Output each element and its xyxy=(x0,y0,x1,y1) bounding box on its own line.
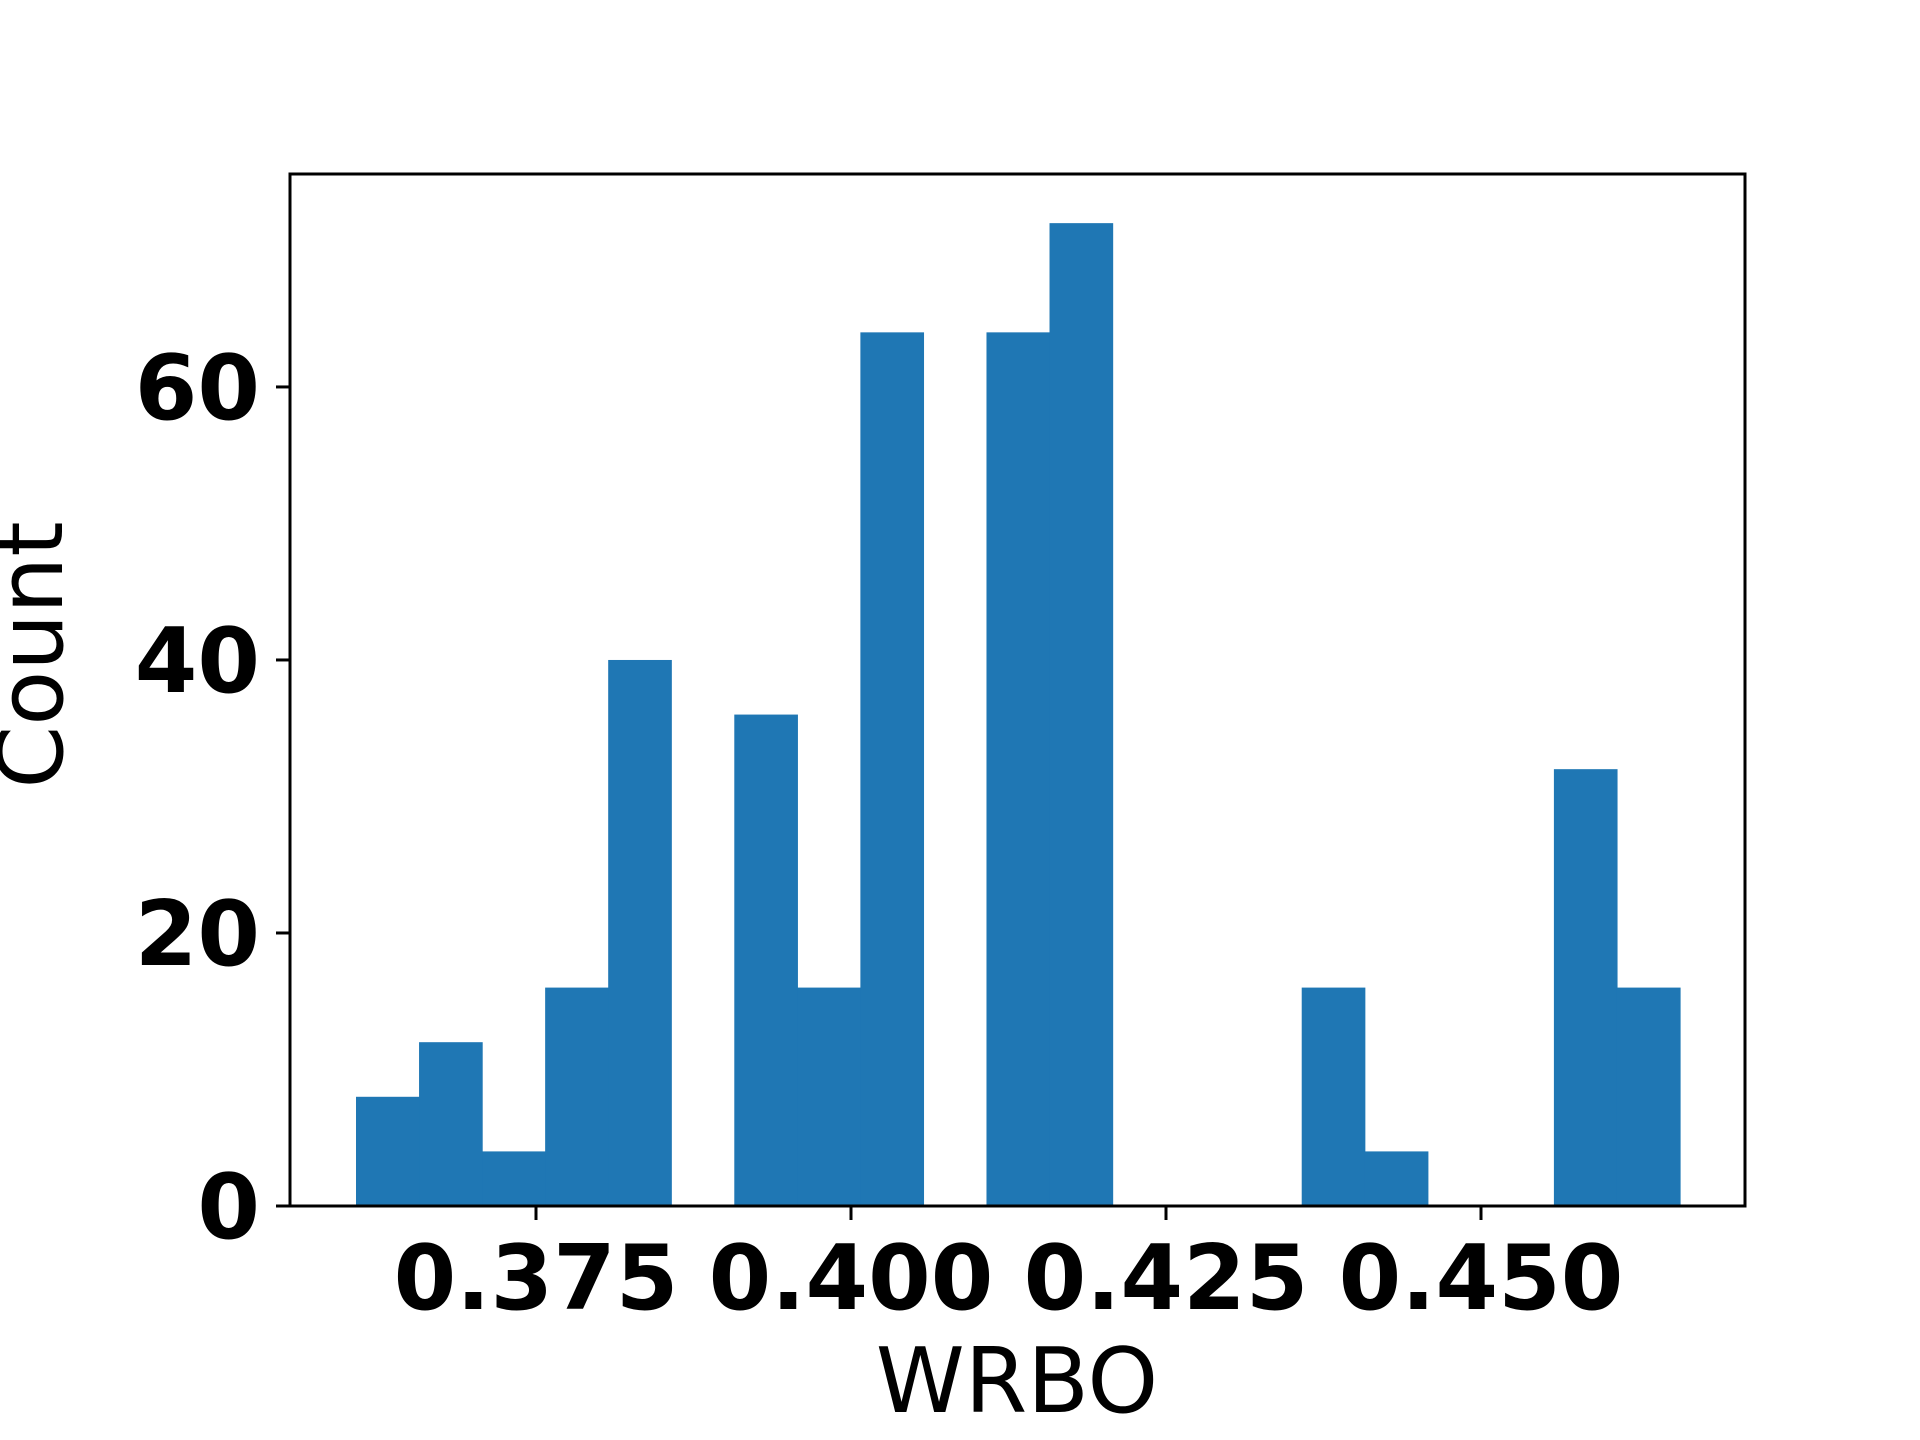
histogram-bar xyxy=(860,332,925,1207)
histogram-bar xyxy=(1049,223,1114,1206)
x-axis-ticks: 0.375 0.400 0.425 0.450 xyxy=(394,1206,1624,1331)
histogram-bar xyxy=(734,714,798,1206)
y-axis-ticks: 0 20 40 60 xyxy=(135,336,290,1260)
y-tick-label: 0 xyxy=(197,1155,260,1260)
histogram-bar xyxy=(1364,1151,1429,1206)
histogram-bar xyxy=(608,659,672,1206)
histogram-bar xyxy=(1301,987,1366,1206)
histogram-bar xyxy=(545,987,609,1206)
histogram-bar xyxy=(1616,987,1681,1206)
y-tick-label: 60 xyxy=(135,336,260,441)
histogram-bar xyxy=(419,1042,483,1206)
x-tick-label: 0.425 xyxy=(1024,1226,1309,1331)
histogram-bar xyxy=(482,1151,546,1206)
y-tick-label: 20 xyxy=(135,882,260,987)
x-tick-label: 0.375 xyxy=(394,1226,679,1331)
histogram-bar xyxy=(986,332,1051,1207)
x-axis-label: WRBO xyxy=(876,1329,1159,1434)
y-tick-label: 40 xyxy=(135,609,260,714)
histogram-bar xyxy=(797,987,861,1206)
plot-area-frame xyxy=(288,172,1747,1208)
x-tick-label: 0.450 xyxy=(1339,1226,1624,1331)
histogram-bar xyxy=(356,1096,420,1206)
histogram-bars xyxy=(356,223,1681,1207)
y-axis-label: Count xyxy=(0,521,84,788)
x-tick-label: 0.400 xyxy=(709,1226,994,1331)
histogram-bar xyxy=(1553,769,1618,1206)
